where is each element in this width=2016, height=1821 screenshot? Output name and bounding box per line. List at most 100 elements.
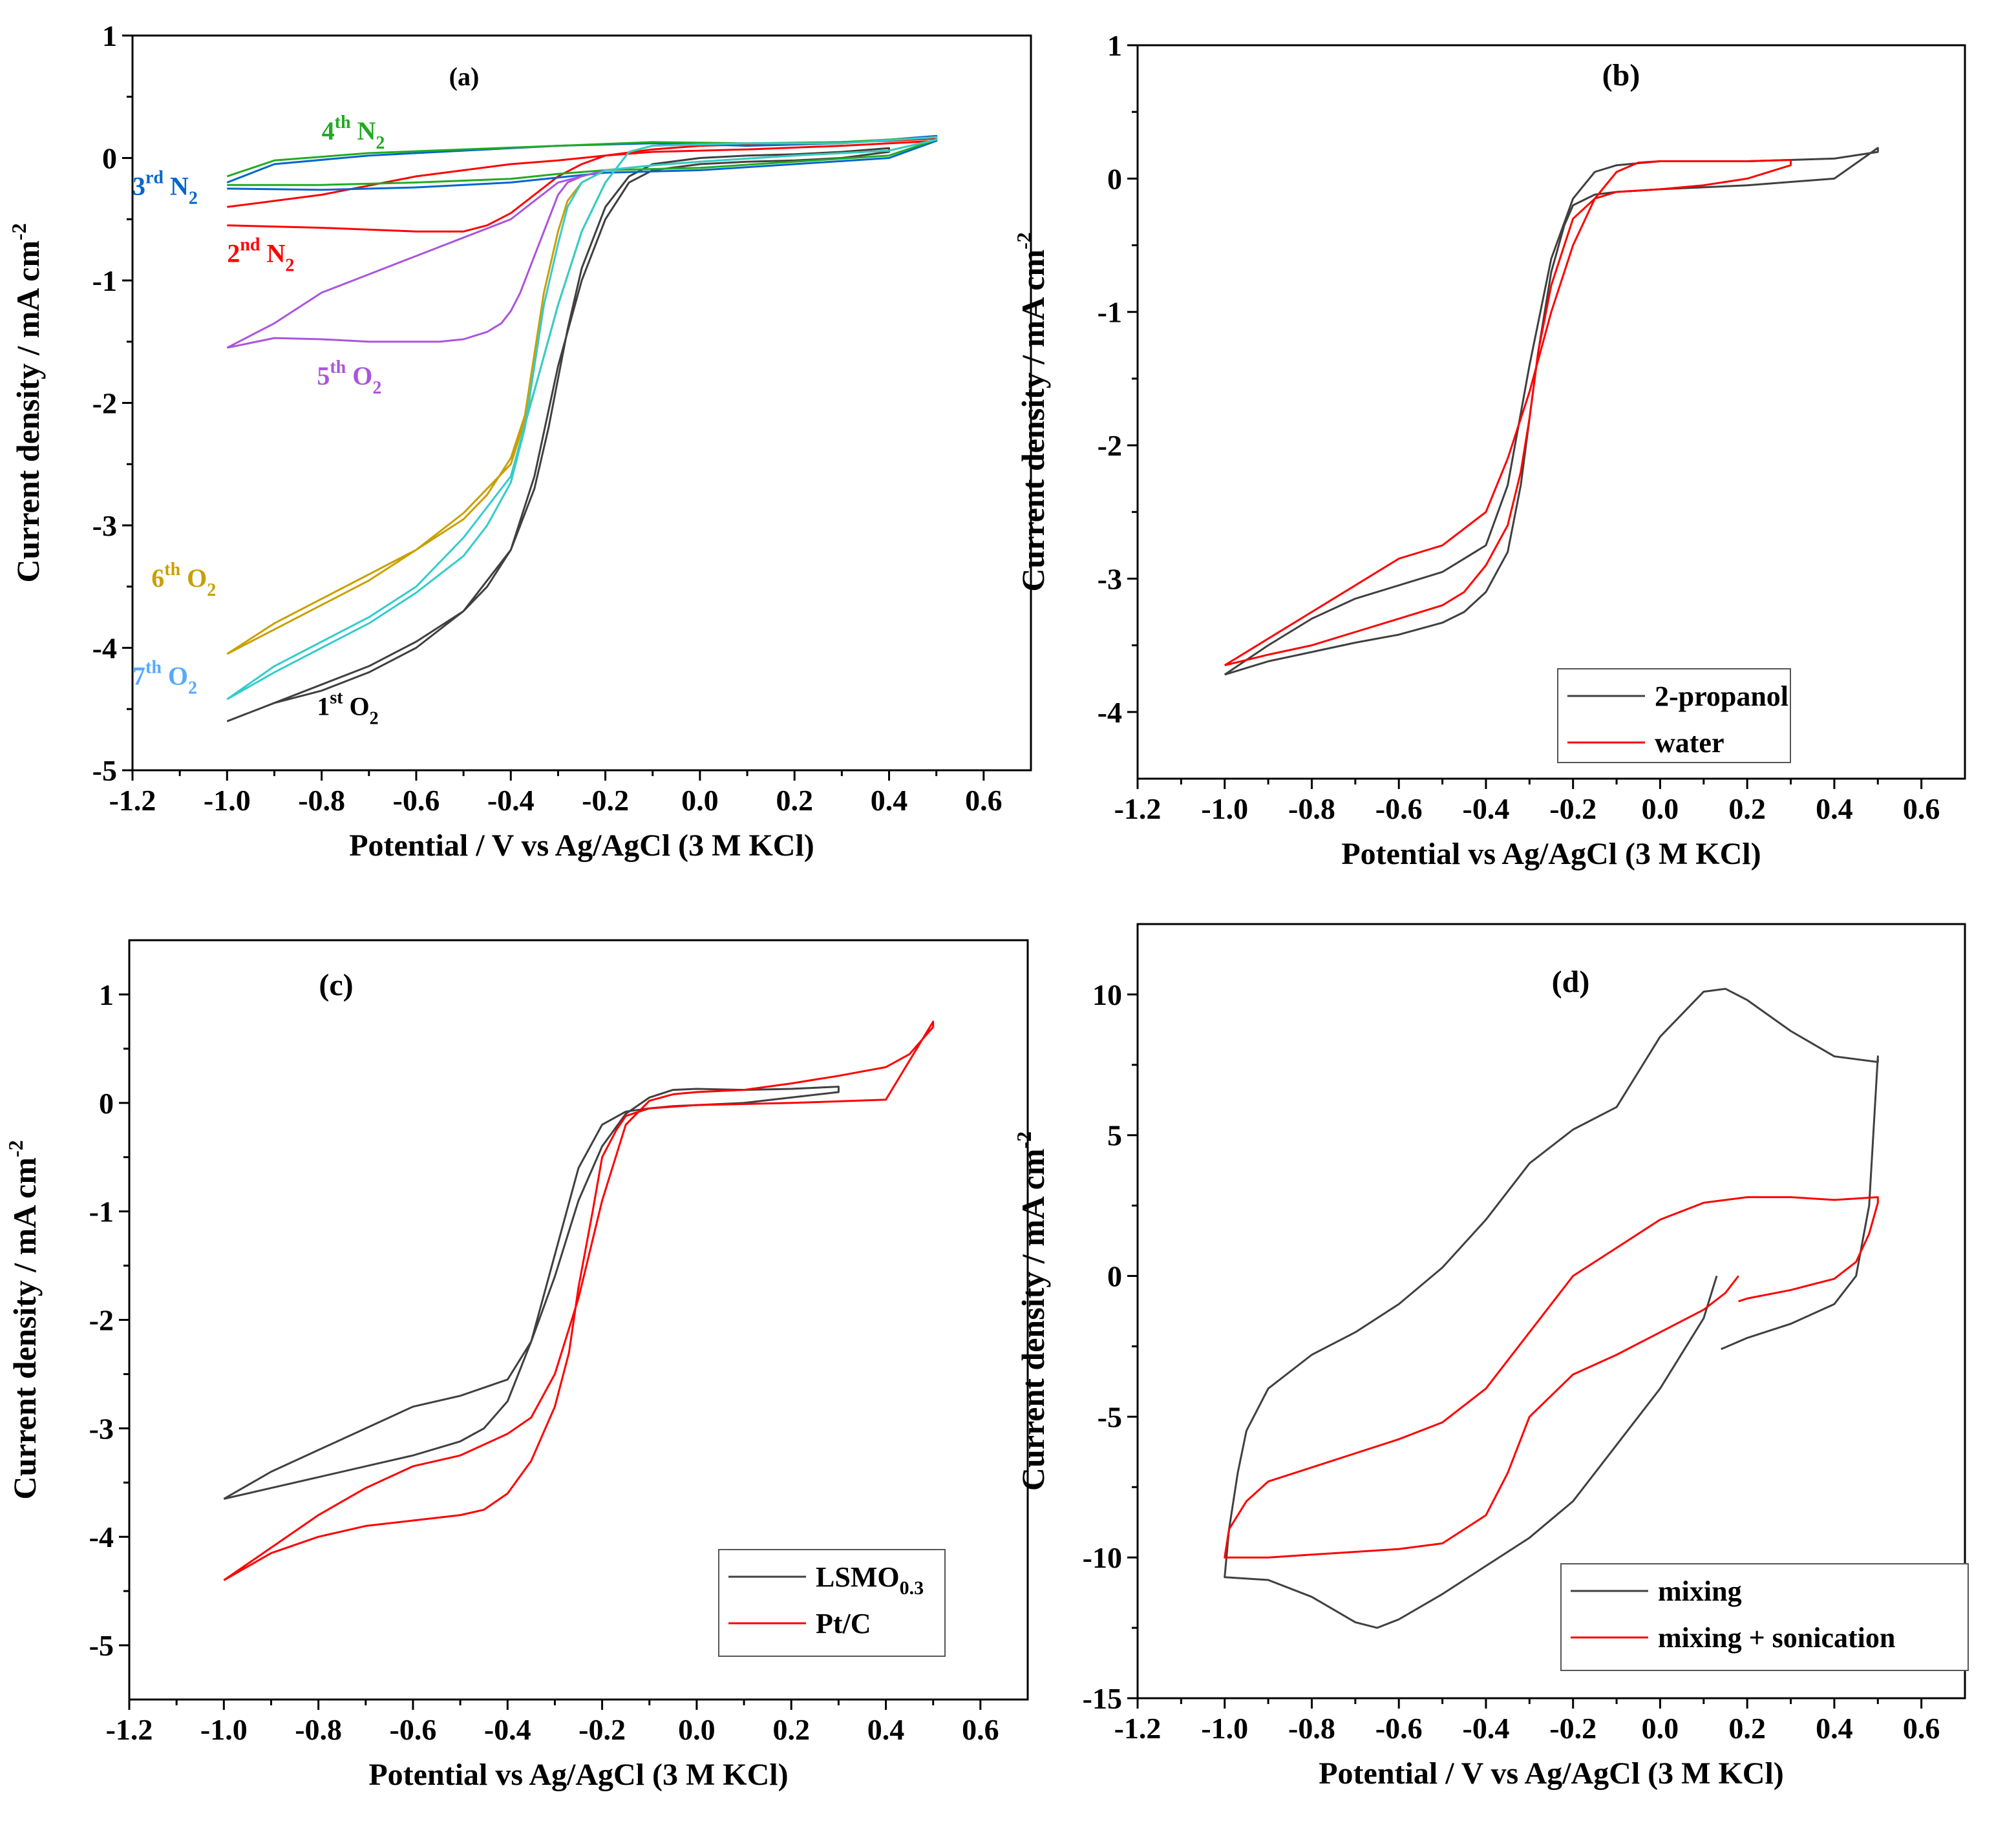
y-tick-label: 0 bbox=[102, 142, 117, 175]
series-line-5th-o2 bbox=[226, 169, 607, 349]
x-tick-label: -1.0 bbox=[200, 1713, 248, 1746]
y-axis-label-text: Current density / mA cm bbox=[1015, 1149, 1051, 1491]
x-tick-label: 0.6 bbox=[1903, 792, 1940, 825]
legend-label-text: water bbox=[1655, 727, 1724, 759]
x-tick-label: -1.2 bbox=[106, 1713, 153, 1746]
series-line-mixing bbox=[1224, 987, 1879, 1629]
x-tick-label: 0.0 bbox=[1642, 1712, 1679, 1745]
panel-c: -1.2 -1.0 -0.8 -0.6 -0.4 -0.2 0.0 0.2 0.4 0.6 1 0 -1… bbox=[4, 939, 1029, 1792]
series-line-pt-c bbox=[223, 1020, 935, 1581]
annotation-gas: N bbox=[260, 239, 285, 268]
x-tick-label: -0.4 bbox=[484, 1713, 531, 1746]
annotation-gas: N bbox=[351, 116, 376, 145]
x-tick-label: 0.6 bbox=[962, 1713, 999, 1746]
series-line-lsmo0-3 bbox=[223, 1086, 840, 1500]
legend-label-text: mixing bbox=[1658, 1575, 1742, 1607]
plot-frame bbox=[1136, 923, 1966, 1700]
annotation-number: 3 bbox=[133, 171, 145, 200]
legend-label: water bbox=[1655, 727, 1724, 759]
legend-box bbox=[718, 1549, 946, 1657]
panel-d: -1.2 -1.0 -0.8 -0.6 -0.4 -0.2 0.0 0.2 0.4 0.6 10 5 0… bbox=[1012, 923, 1969, 1791]
annotation-subscript: 2 bbox=[372, 378, 381, 398]
annotation-gas: N bbox=[164, 171, 189, 200]
annotation-gas: O bbox=[343, 692, 370, 721]
annotation-ordinal: th bbox=[145, 657, 162, 677]
x-tick-label: 0.4 bbox=[1816, 792, 1853, 825]
x-tick-label: -0.8 bbox=[1288, 1712, 1335, 1745]
series-line-1st-o2 bbox=[226, 147, 890, 722]
legend-label: mixing bbox=[1658, 1575, 1742, 1607]
annotation-subscript: 2 bbox=[189, 188, 198, 208]
x-tick-label: -0.6 bbox=[393, 784, 440, 817]
annotation-subscript: 2 bbox=[370, 709, 379, 729]
x-tick-label: 0.2 bbox=[1728, 792, 1766, 825]
y-tick-label: -2 bbox=[89, 1304, 114, 1337]
x-tick-label: -0.8 bbox=[298, 784, 345, 817]
annotation-ordinal: rd bbox=[145, 167, 164, 187]
y-tick-label: 0 bbox=[1107, 162, 1122, 195]
annotation-subscript: 2 bbox=[188, 678, 197, 698]
x-tick-label: 0.2 bbox=[1728, 1712, 1766, 1745]
x-tick-label: 0.2 bbox=[772, 1713, 810, 1746]
legend-label-text: mixing + sonication bbox=[1658, 1622, 1895, 1654]
y-axis-label-exponent: -2 bbox=[1012, 232, 1035, 249]
legend-label-text: 2-propanol bbox=[1655, 680, 1788, 712]
annotation-ordinal: th bbox=[335, 112, 351, 132]
legend-box bbox=[1557, 668, 1791, 763]
x-tick-label: -1.0 bbox=[1201, 792, 1248, 825]
y-tick-label: 1 bbox=[1107, 29, 1122, 62]
annotation-number: 5 bbox=[317, 361, 330, 390]
y-axis-label: Current density / mA cm-2 bbox=[1012, 232, 1051, 591]
panel-b: -1.2 -1.0 -0.8 -0.6 -0.4 -0.2 0.0 0.2 0.4 0.6 1 0 -1… bbox=[1012, 29, 1966, 871]
annotation-number: 1 bbox=[317, 692, 330, 721]
y-axis-label-text: Current density / mA cm bbox=[1015, 249, 1051, 592]
legend-label: Pt/C bbox=[816, 1608, 871, 1639]
y-tick-label: 0 bbox=[99, 1087, 114, 1120]
series-line-mixing-sonication bbox=[1224, 1196, 1879, 1559]
x-tick-label: -0.8 bbox=[295, 1713, 342, 1746]
annotation-subscript: 2 bbox=[207, 580, 216, 600]
x-tick-label: -1.2 bbox=[1114, 1712, 1162, 1745]
annotation-ordinal: th bbox=[164, 560, 180, 580]
annotation-subscript: 2 bbox=[376, 133, 385, 153]
y-axis-label: Current density / mA cm-2 bbox=[1012, 1132, 1051, 1491]
y-tick-label: -15 bbox=[1083, 1682, 1122, 1715]
y-tick-label: -5 bbox=[92, 754, 117, 787]
x-tick-label: -0.4 bbox=[1463, 792, 1510, 825]
y-axis-label-text: Current density / mA cm bbox=[10, 240, 46, 583]
y-tick-label: -4 bbox=[89, 1521, 114, 1553]
y-tick-label: -3 bbox=[92, 509, 117, 542]
x-tick-label: 0.6 bbox=[965, 784, 1003, 817]
series-line-7th-o2 bbox=[226, 136, 938, 700]
y-tick-label: -2 bbox=[1098, 429, 1122, 462]
y-tick-label: -1 bbox=[89, 1195, 114, 1228]
x-axis-label: Potential / V vs Ag/AgCl (3 M KCl) bbox=[349, 828, 814, 863]
series-line-6th-o2 bbox=[226, 136, 938, 655]
y-tick-label: -1 bbox=[1098, 296, 1122, 329]
annotation-number: 4 bbox=[322, 116, 335, 145]
y-tick-label: -3 bbox=[1098, 562, 1122, 595]
x-tick-label: -0.4 bbox=[1463, 1712, 1510, 1745]
y-tick-label: -5 bbox=[89, 1629, 114, 1662]
y-tick-label: -3 bbox=[89, 1412, 114, 1445]
series-line-3rd-n2 bbox=[226, 134, 938, 191]
y-axis-label: Current density / mA cm-2 bbox=[4, 1140, 43, 1499]
annotation-number: 6 bbox=[151, 563, 164, 593]
x-tick-label: -1.2 bbox=[109, 784, 156, 817]
y-tick-label: 10 bbox=[1092, 978, 1122, 1011]
curve-annotation: 5th O2 bbox=[317, 357, 381, 398]
x-tick-label: 0.2 bbox=[776, 784, 813, 817]
series-line-water bbox=[1224, 159, 1792, 667]
panel-title: (d) bbox=[1552, 965, 1590, 999]
legend-subscript: 0.3 bbox=[900, 1577, 924, 1599]
legend-label: LSMO0.3 bbox=[816, 1561, 924, 1599]
panel-title: (b) bbox=[1602, 58, 1640, 92]
panel-title: (a) bbox=[449, 62, 480, 91]
x-tick-label: 0.0 bbox=[681, 784, 719, 817]
curve-annotation: 7th O2 bbox=[133, 657, 197, 698]
y-tick-label: -5 bbox=[1098, 1400, 1122, 1433]
panel-title: (c) bbox=[319, 968, 353, 1002]
annotation-ordinal: nd bbox=[240, 235, 260, 255]
legend-label: 2-propanol bbox=[1655, 680, 1788, 712]
x-tick-label: -0.4 bbox=[487, 784, 535, 817]
